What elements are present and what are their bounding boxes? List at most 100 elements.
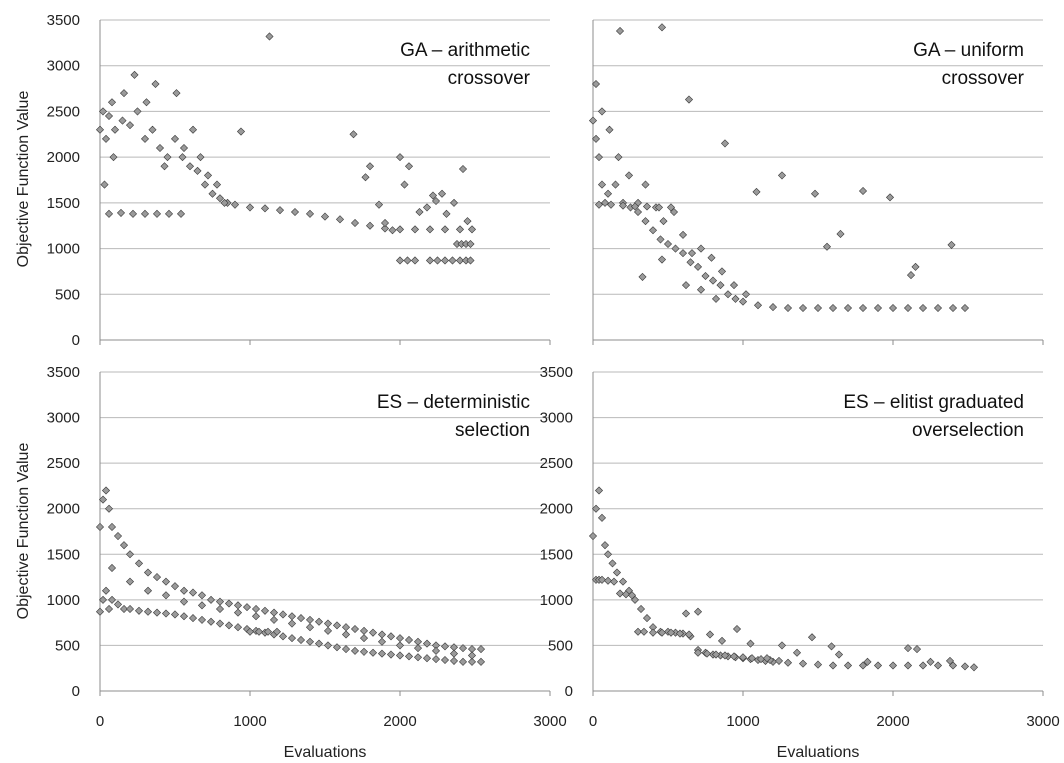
data-point: [843, 303, 853, 313]
data-point: [466, 256, 475, 265]
data-point: [163, 153, 172, 162]
data-point: [422, 639, 432, 648]
data-point: [696, 285, 706, 294]
data-point: [729, 281, 739, 290]
data-point: [386, 632, 396, 641]
data-point: [425, 225, 435, 234]
axes: [99, 372, 551, 696]
gridlines: [100, 19, 550, 295]
data-point: [133, 107, 142, 116]
data-point: [912, 645, 922, 654]
data-point: [747, 654, 757, 663]
axes: [99, 20, 551, 345]
gridlines: [100, 371, 550, 646]
data-point: [95, 607, 105, 616]
data-point: [410, 256, 420, 265]
data-point: [717, 267, 727, 276]
panel-title-line-2: crossover: [448, 68, 531, 89]
data-point: [377, 649, 387, 658]
data-point: [693, 607, 703, 616]
data-point: [413, 644, 423, 653]
data-point: [440, 655, 450, 665]
data-point: [233, 601, 243, 610]
data-point: [368, 648, 378, 657]
axes: [592, 372, 1044, 696]
data-point: [663, 239, 673, 249]
data-point: [960, 303, 970, 313]
y-tick-label: 0: [565, 683, 573, 700]
data-point: [687, 249, 697, 258]
data-point: [476, 657, 486, 666]
data-point: [290, 207, 300, 217]
data-point: [208, 189, 217, 198]
data-point: [467, 651, 477, 660]
y-tick-label: 2500: [540, 455, 573, 472]
y-tick-label: 500: [55, 637, 80, 654]
data-point: [341, 645, 351, 654]
data-point: [440, 256, 450, 265]
data-point: [648, 628, 658, 637]
data-point: [813, 660, 823, 669]
y-tick-labels: 0 500 1000 1500 2000 2500 3000 3500: [47, 364, 80, 700]
data-point: [265, 32, 274, 41]
data-point: [107, 563, 117, 572]
data-point: [305, 637, 315, 646]
data-point: [615, 589, 625, 598]
data-point: [648, 226, 658, 235]
data-point: [863, 657, 872, 666]
data-point: [323, 641, 333, 650]
data-point: [615, 26, 625, 35]
data-point: [125, 604, 135, 613]
data-point: [433, 256, 442, 265]
data-point: [323, 626, 333, 635]
data-point: [723, 290, 733, 299]
data-point: [200, 180, 210, 189]
data-point: [729, 652, 739, 661]
data-point: [161, 609, 171, 618]
data-point: [185, 162, 195, 171]
data-point: [196, 153, 205, 162]
data-point: [702, 649, 712, 658]
data-point: [720, 651, 730, 660]
data-point: [263, 627, 273, 636]
data-point: [431, 197, 441, 206]
data-point: [873, 661, 883, 670]
data-point: [656, 235, 665, 244]
data-point: [125, 550, 135, 559]
x-tick-labels: 0 1000 2000 3000: [589, 713, 1060, 730]
data-point: [705, 630, 715, 639]
data-point: [203, 171, 213, 180]
data-point: [431, 646, 441, 655]
panel-title-line-2: overselection: [912, 420, 1024, 441]
y-tick-label: 3000: [47, 410, 80, 427]
data-point: [415, 207, 424, 217]
data-point: [107, 522, 117, 531]
x-tick-label: 2000: [383, 713, 416, 730]
data-point: [753, 301, 763, 310]
data-point: [888, 661, 898, 670]
data-point: [903, 661, 913, 670]
data-point: [810, 189, 820, 198]
data-point: [885, 193, 895, 202]
data-point: [618, 577, 628, 586]
axes: [592, 20, 1044, 345]
data-point: [155, 143, 165, 153]
data-point: [611, 180, 620, 189]
data-point: [359, 626, 369, 635]
data-point: [179, 143, 189, 153]
data-point: [151, 79, 160, 89]
data-point: [671, 244, 680, 253]
data-point: [143, 586, 153, 595]
data-point: [104, 504, 114, 513]
data-point: [230, 200, 240, 209]
data-point: [738, 653, 748, 662]
data-point: [134, 559, 144, 568]
data-point: [466, 239, 475, 249]
data-point: [380, 224, 390, 233]
data-point: [752, 187, 761, 196]
data-point: [777, 171, 787, 180]
data-point: [359, 647, 369, 656]
data-point: [594, 153, 604, 162]
data-point: [188, 125, 198, 134]
data-point: [684, 95, 694, 104]
